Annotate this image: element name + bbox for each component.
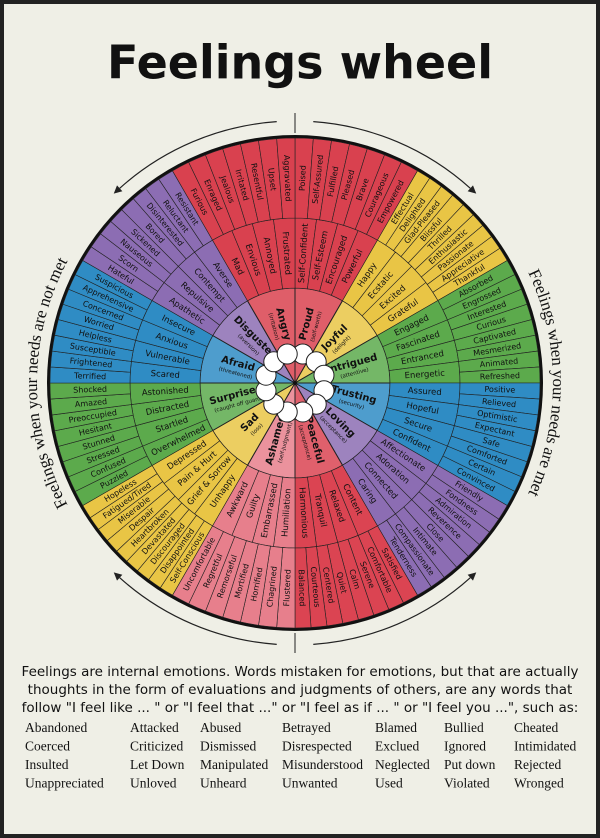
footer-word: Used <box>375 776 403 791</box>
footer-text: thoughts in the form of evaluations and … <box>28 682 573 698</box>
wheel-label: Flustered <box>282 569 292 607</box>
footer-word: Bullied <box>444 720 484 735</box>
wheel-label: Astonished <box>142 385 190 398</box>
arrow-head <box>113 572 123 581</box>
footer-word: Cheated <box>514 720 558 735</box>
wheel-label: Balanced <box>297 569 307 606</box>
arrow-arc <box>119 577 277 645</box>
wheel-label: Energetic <box>404 369 445 382</box>
footer-word: Manipulated <box>200 757 268 772</box>
footer-word: Attacked <box>130 720 179 735</box>
footer-word: Wronged <box>514 776 564 791</box>
wheel-label: Courteous <box>309 566 322 608</box>
footer-word: Intimidated <box>514 739 576 754</box>
footer-word: Exclued <box>375 739 419 754</box>
footer-text: Feelings are internal emotions. Words mi… <box>22 664 579 680</box>
arrow-head <box>113 185 123 194</box>
footer-text: follow "I feel like ... " or "I feel tha… <box>22 700 579 716</box>
outer-segment <box>276 137 296 219</box>
footer-word: Unheard <box>200 776 247 791</box>
arrow-arc <box>119 121 277 189</box>
arrow-head <box>467 572 477 581</box>
arrow-arc <box>313 577 471 645</box>
title: Feelings wheel <box>107 36 493 90</box>
wheel-label: Shocked <box>73 385 107 395</box>
wheel-label: Refreshed <box>480 371 520 381</box>
footer-word: Put down <box>444 757 496 772</box>
wheel-label: Humiliation <box>280 488 293 537</box>
wheel: Self-Confident Self-EsteemEncouragedPower… <box>47 135 543 631</box>
footer-word: Let Down <box>130 757 185 772</box>
wheel-label: Assured <box>407 386 442 398</box>
wheel-label: Amazed <box>74 397 107 409</box>
face-icon <box>276 343 298 365</box>
footer-word: Betrayed <box>282 720 331 735</box>
wheel-label: Poised <box>298 165 308 191</box>
footer-word: Coerced <box>25 739 70 754</box>
wheel-label: Positive <box>484 385 515 395</box>
footer-word: Insulted <box>25 757 69 772</box>
footer-word: Misunderstood <box>282 757 363 772</box>
wheel-label: Relieved <box>482 397 517 409</box>
wheel-label: Upset <box>266 167 278 191</box>
footer-word: Criticized <box>130 739 183 754</box>
footer-word: Violated <box>444 776 490 791</box>
wheel-label: Frustrated <box>280 231 293 275</box>
footer-word: Disrespected <box>282 739 352 754</box>
wheel-label: Scared <box>150 369 180 381</box>
footer-word: Ignored <box>444 739 486 754</box>
footer-word: Blamed <box>375 720 417 735</box>
footer-word: Neglected <box>375 757 430 772</box>
footer-word: Unappreciated <box>25 776 104 791</box>
footer-word: Abandoned <box>25 720 87 735</box>
footer-word: Unloved <box>130 776 177 791</box>
wheel-label: Self-Confident <box>297 222 311 283</box>
arrow-head <box>467 185 477 194</box>
footer-word: Rejected <box>514 757 561 772</box>
footer-word: Abused <box>200 720 241 735</box>
footer-word: Dismissed <box>200 739 257 754</box>
wheel-label: Animated <box>479 357 518 370</box>
wheel-label: Frightened <box>69 356 112 369</box>
wheel-label: Aggravated <box>282 155 293 202</box>
wheel-hub <box>293 381 297 385</box>
wheel-label: Terrified <box>73 371 106 381</box>
arrow-arc <box>313 121 471 189</box>
footer-word: Unwanted <box>282 776 338 791</box>
wheel-label: Harmonious <box>296 487 309 539</box>
